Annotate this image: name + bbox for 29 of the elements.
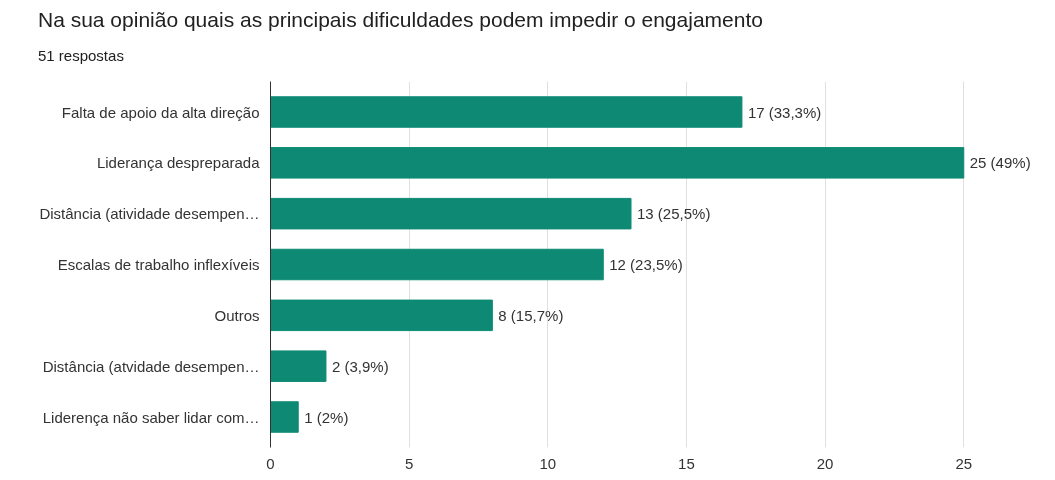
data-label: 12 (23,5%) (609, 256, 683, 274)
bar (270, 96, 743, 129)
x-tick-label: 20 (816, 454, 834, 472)
x-tick-label: 10 (539, 454, 557, 472)
bar (270, 401, 299, 434)
bar (270, 198, 632, 230)
bar (270, 350, 327, 383)
x-tick-label: 0 (266, 454, 275, 472)
x-tick-label: 15 (678, 454, 695, 472)
data-label: 2 (3,9%) (331, 358, 389, 376)
data-label: 17 (33,3%) (747, 103, 822, 121)
y-tick-label: Liderança despreparada (96, 154, 261, 172)
y-tick-label: Falta de apoio da alta direção (61, 103, 260, 121)
bar (270, 249, 604, 281)
y-tick-label: Liderença não saber lidar com… (42, 408, 260, 426)
data-label: 1 (2%) (304, 408, 349, 426)
y-tick-label: Escalas de trabalho inflexíveis (57, 256, 260, 274)
data-label: 25 (49%) (969, 154, 1031, 172)
bar (270, 300, 493, 332)
data-label: 8 (15,7%) (498, 307, 564, 325)
text: 51 respostas (38, 46, 124, 66)
chart-title: Na sua opinião quais as principais dificuldades podem impedir o engajamento (38, 7, 763, 33)
x-tick-label: 25 (955, 454, 973, 472)
y-tick-label: Outros (214, 307, 260, 325)
y-tick-label: Distância (atividade desempen… (39, 205, 260, 223)
x-tick-label: 5 (404, 454, 414, 472)
bar (270, 147, 965, 180)
data-label: 13 (25,5%) (637, 205, 711, 223)
y-tick-label: Distância (atvidade desempen… (42, 358, 260, 376)
